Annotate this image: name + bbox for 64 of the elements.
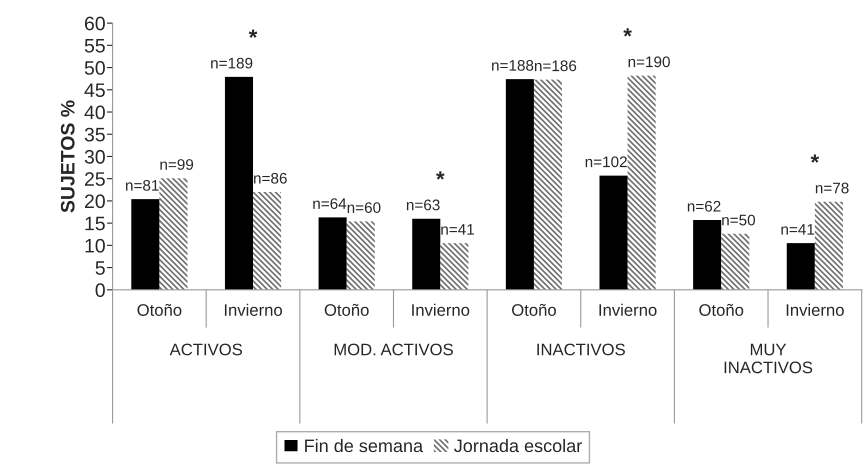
x-tick-label: Invierno <box>412 304 470 316</box>
annotation: n=62 <box>688 200 720 212</box>
legend-label: Jornada escolar <box>454 438 582 452</box>
x-tick-label: Invierno <box>786 304 844 316</box>
annotation: n=186 <box>534 60 576 72</box>
y-tick-label: 40 <box>84 105 105 120</box>
y-axis-title: SUJETOS % <box>60 100 75 212</box>
bar <box>534 80 562 290</box>
x-tick-label: Otoño <box>324 304 369 316</box>
y-tick-label: 5 <box>96 261 105 275</box>
y-tick-label: 35 <box>84 128 105 142</box>
bar <box>318 217 347 290</box>
annotation: n=60 <box>348 202 380 214</box>
text: MUY INACTIVOS <box>724 344 812 374</box>
annotation: n=50 <box>722 214 756 226</box>
text: ACTIVOS <box>170 344 242 356</box>
x-tick-label: Invierno <box>599 304 657 316</box>
annotation: n=41 <box>781 224 814 235</box>
annotation: n=41 <box>441 224 474 235</box>
bar <box>506 79 534 290</box>
annotation: n=189 <box>211 58 252 69</box>
annotation: * <box>810 154 820 163</box>
y-tick-label: 0 <box>96 283 105 298</box>
x-tick-label: Otoño <box>699 304 744 316</box>
legend-label: Fin de semana <box>305 438 424 452</box>
annotation: n=188 <box>492 60 534 71</box>
y-tick-label: 60 <box>84 16 105 30</box>
x-tick-label: Invierno <box>224 304 282 316</box>
text: MOD. ACTIVOS <box>334 344 453 356</box>
y-tick-label: 25 <box>84 172 105 186</box>
bar <box>814 202 843 290</box>
bar <box>253 192 282 290</box>
annotation: n=86 <box>254 172 287 184</box>
annotation: n=78 <box>816 182 849 194</box>
y-tick-label: 45 <box>84 83 105 98</box>
y-tick-label: 15 <box>85 216 105 230</box>
y-tick-label: 50 <box>84 61 105 75</box>
annotation: * <box>623 28 632 37</box>
bar <box>412 218 440 290</box>
bar <box>628 76 656 290</box>
text: INACTIVOS <box>537 344 625 356</box>
annotation: n=81 <box>126 180 159 191</box>
annotation: n=63 <box>406 200 440 210</box>
bar <box>224 76 254 290</box>
y-tick-label: 30 <box>84 150 105 164</box>
bar <box>346 221 375 290</box>
y-tick-label: 55 <box>84 39 105 53</box>
x-tick-label: Otoño <box>512 304 556 316</box>
bar <box>693 220 722 290</box>
bar <box>721 234 750 290</box>
bar <box>599 176 628 290</box>
y-tick-label: 10 <box>85 238 105 253</box>
annotation: * <box>436 171 445 180</box>
x-tick-label: Otoño <box>137 304 182 316</box>
bar <box>786 243 815 290</box>
bar <box>159 178 188 290</box>
annotation: n=99 <box>160 159 194 170</box>
annotation: * <box>248 30 258 38</box>
annotation: n=102 <box>586 156 627 168</box>
y-tick-label: 20 <box>84 194 105 208</box>
annotation: n=190 <box>628 56 670 68</box>
bar <box>131 199 160 290</box>
bar <box>440 243 468 290</box>
annotation: n=64 <box>313 198 346 210</box>
